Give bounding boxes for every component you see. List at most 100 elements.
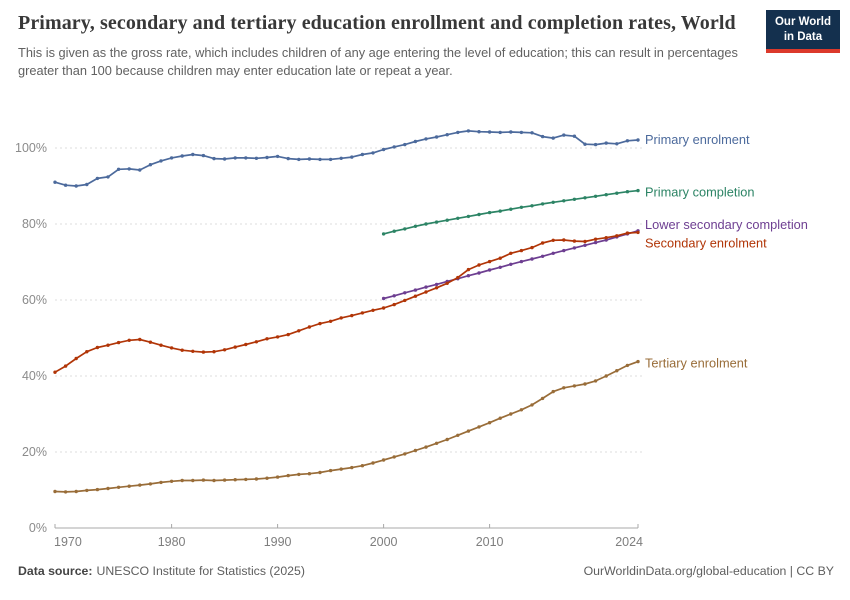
- data-point: [562, 386, 566, 390]
- data-point: [424, 445, 428, 449]
- data-point: [148, 340, 153, 344]
- data-point: [169, 479, 174, 483]
- data-point: [562, 133, 566, 137]
- data-point: [403, 142, 407, 147]
- data-point: [604, 374, 608, 378]
- x-axis-tick-label: 1990: [264, 535, 292, 549]
- data-point: [138, 483, 142, 487]
- data-point: [265, 337, 269, 341]
- series-line-tertiary-enrolment[interactable]: [54, 360, 639, 493]
- series-line-secondary-enrolment[interactable]: [54, 231, 639, 373]
- data-point: [509, 207, 513, 211]
- data-point: [530, 257, 534, 261]
- data-point: [381, 147, 386, 152]
- data-point: [53, 489, 57, 494]
- data-point: [636, 188, 640, 193]
- data-point: [487, 259, 492, 264]
- data-point: [307, 472, 312, 476]
- data-point: [222, 478, 227, 482]
- data-point: [350, 313, 354, 318]
- data-point: [519, 248, 524, 253]
- logo-text-line2: in Data: [783, 30, 823, 43]
- data-point: [477, 212, 481, 217]
- data-point: [593, 379, 598, 383]
- data-point: [487, 210, 492, 215]
- data-point: [540, 202, 545, 206]
- data-point: [201, 478, 206, 482]
- data-point: [477, 263, 481, 267]
- data-point: [233, 156, 237, 160]
- legend-label-lower-secondary-completion[interactable]: Lower secondary completion: [645, 217, 808, 232]
- data-point: [509, 251, 513, 255]
- data-point: [95, 345, 100, 350]
- data-point: [233, 478, 237, 482]
- data-point: [53, 180, 57, 184]
- data-point: [286, 332, 290, 337]
- data-point: [350, 465, 354, 470]
- data-point: [456, 130, 460, 135]
- legend-label-primary-completion[interactable]: Primary completion: [645, 185, 755, 200]
- data-point: [159, 480, 163, 485]
- credit-link[interactable]: OurWorldinData.org/global-education | CC…: [583, 564, 834, 578]
- data-point: [509, 412, 513, 416]
- data-point: [413, 139, 418, 144]
- data-point: [456, 216, 460, 220]
- data-point: [551, 200, 555, 204]
- legend-label-tertiary-enrolment[interactable]: Tertiary enrolment: [645, 356, 748, 371]
- data-point: [572, 384, 577, 388]
- legend-label-primary-enrolment[interactable]: Primary enrolment: [645, 132, 750, 147]
- data-point: [445, 133, 449, 137]
- data-point: [636, 359, 640, 364]
- data-point: [593, 240, 598, 245]
- data-point: [116, 340, 121, 345]
- data-point: [583, 382, 587, 386]
- data-point: [244, 477, 248, 482]
- data-point: [445, 281, 449, 285]
- x-axis-tick-label: 2010: [476, 535, 504, 549]
- data-point: [339, 156, 343, 160]
- data-point: [180, 348, 184, 352]
- data-point: [275, 335, 280, 339]
- data-point: [615, 191, 619, 195]
- data-point: [445, 218, 449, 222]
- data-point: [572, 134, 577, 138]
- data-point: [540, 396, 545, 401]
- data-point: [530, 204, 534, 208]
- series-line-primary-enrolment[interactable]: [54, 130, 639, 187]
- data-point: [381, 296, 386, 301]
- data-point: [85, 182, 89, 187]
- legend-label-secondary-enrolment[interactable]: Secondary enrolment: [645, 235, 767, 250]
- data-point: [307, 157, 312, 161]
- data-point: [265, 155, 269, 160]
- data-point: [572, 239, 577, 243]
- data-point: [625, 363, 630, 368]
- data-point: [212, 478, 216, 483]
- data-point: [551, 136, 555, 140]
- data-point: [519, 259, 524, 264]
- data-point: [445, 437, 449, 442]
- owid-logo[interactable]: Our World in Data: [765, 10, 840, 53]
- data-point: [424, 222, 428, 226]
- data-point: [551, 251, 555, 255]
- data-point: [636, 138, 640, 142]
- data-point: [477, 130, 481, 134]
- data-point: [498, 265, 502, 269]
- data-point: [519, 205, 524, 209]
- data-point: [328, 319, 333, 323]
- data-point: [625, 190, 630, 194]
- data-point: [456, 275, 460, 280]
- x-axis-tick-label: 2024: [615, 535, 643, 549]
- data-point: [392, 302, 396, 307]
- data-point: [392, 455, 396, 459]
- data-point: [583, 239, 587, 244]
- data-point: [424, 137, 428, 141]
- chart-footer: Data source: UNESCO Institute for Statist…: [18, 564, 834, 578]
- data-point: [371, 151, 375, 155]
- data-point: [254, 156, 259, 160]
- data-point: [63, 364, 68, 368]
- series-line-primary-completion[interactable]: [383, 189, 639, 235]
- data-point: [434, 220, 439, 224]
- data-point: [275, 475, 280, 479]
- data-point: [85, 350, 89, 354]
